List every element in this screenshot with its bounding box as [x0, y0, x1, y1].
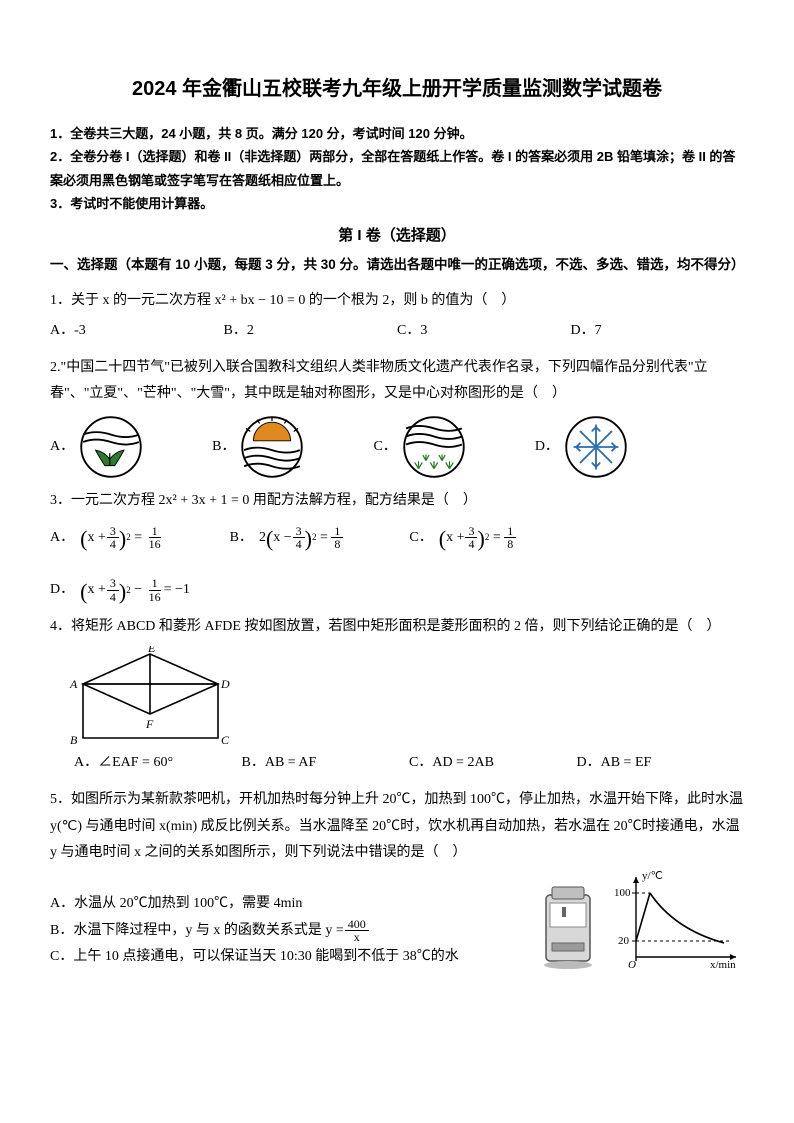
- question-3: 3．一元二次方程 2x² + 3x + 1 = 0 用配方法解方程，配方结果是（…: [50, 488, 744, 604]
- q3-b-label: B．: [230, 525, 253, 552]
- q2-opt-b: B．: [212, 416, 303, 478]
- q3-options: A． (x + 34)2 = 116 B． 2(x − 34)2 = 18 C．…: [50, 525, 744, 604]
- q2-d-label: D．: [535, 434, 559, 461]
- q3-b-inner: x −: [273, 525, 291, 552]
- q5-chart: y/℃ 100 20 O x/min: [614, 871, 744, 971]
- snow-icon: [565, 416, 627, 478]
- q3-c-fd: 4: [465, 538, 477, 551]
- q3-a-rn: 1: [149, 525, 161, 539]
- part1-label: 第 I 卷（选择题）: [50, 222, 744, 251]
- lbl-F: F: [145, 717, 154, 731]
- q3-d-expr: (x + 34)2 − 116 = −1: [80, 577, 190, 604]
- q3-a-fn: 3: [107, 525, 119, 539]
- q3-d-fn: 3: [107, 577, 119, 591]
- q3-a-fd: 4: [107, 538, 119, 551]
- q3-opt-b: B． 2(x − 34)2 = 18: [230, 525, 344, 552]
- q3-c-expr: (x + 34)2 = 18: [439, 525, 516, 552]
- q2-a-label: A．: [50, 434, 74, 461]
- q1-opt-b: B．2: [224, 318, 398, 345]
- q3-opt-d: D． (x + 34)2 − 116 = −1: [50, 577, 190, 604]
- spring-icon: [80, 416, 142, 478]
- q4-opt-d: D．AB = EF: [577, 750, 745, 777]
- q3-d-inner: x +: [87, 577, 105, 604]
- grain-icon: [403, 416, 465, 478]
- q3-c-label: C．: [409, 525, 432, 552]
- q3-d-fd: 4: [107, 591, 119, 604]
- instruction-2: 2．全卷分卷 I（选择题）和卷 II（非选择题）两部分，全部在答题纸上作答。卷 …: [50, 145, 744, 192]
- q2-opt-c: C．: [373, 416, 464, 478]
- q4-figure: E A D F B C: [68, 646, 744, 746]
- lbl-B: B: [70, 733, 78, 746]
- q3-a-inner: x +: [87, 525, 105, 552]
- q2-opt-a: A．: [50, 416, 142, 478]
- q2-opt-d: D．: [535, 416, 627, 478]
- lbl-D: D: [220, 677, 230, 691]
- q3-c-rd: 8: [504, 538, 516, 551]
- lbl-A: A: [69, 677, 78, 691]
- q3-d-rn: 1: [149, 577, 161, 591]
- q3-b-fn: 3: [293, 525, 305, 539]
- question-1: 1．关于 x 的一元二次方程 x² + bx − 10 = 0 的一个根为 2，…: [50, 288, 744, 345]
- q5-body: A．水温从 20℃加热到 100℃，需要 4min B．水温下降过程中，y 与 …: [50, 871, 744, 971]
- q3-opt-a: A． (x + 34)2 = 116: [50, 525, 164, 552]
- q5-b-pre: B．水温下降过程中，y 与 x 的函数关系式是 y =: [50, 918, 344, 945]
- q1-opt-d: D．7: [571, 318, 745, 345]
- y100: 100: [614, 887, 631, 899]
- page: 2024 年金衢山五校联考九年级上册开学质量监测数学试题卷 1．全卷共三大题，2…: [0, 0, 794, 1123]
- instruction-3: 3．考试时不能使用计算器。: [50, 192, 744, 215]
- q3-b-rd: 8: [331, 538, 343, 551]
- choice-heading: 一、选择题（本题有 10 小题，每题 3 分，共 30 分。请选出各题中唯一的正…: [50, 252, 744, 278]
- instruction-1: 1．全卷共三大题，24 小题，共 8 页。满分 120 分，考试时间 120 分…: [50, 122, 744, 145]
- question-4: 4．将矩形 ABCD 和菱形 AFDE 按如图放置，若图中矩形面积是菱形面积的 …: [50, 614, 744, 777]
- q3-b-rn: 1: [331, 525, 343, 539]
- q5-opt-c: C．上午 10 点接通电，可以保证当天 10:30 能喝到不低于 38℃的水: [50, 944, 522, 971]
- q5-b-n: 400: [345, 918, 369, 932]
- question-5: 5．如图所示为某新款茶吧机，开机加热时每分钟上升 20℃，加热到 100℃，停止…: [50, 787, 744, 971]
- q4-options: A．∠EAF = 60° B．AB = AF C．AD = 2AB D．AB =…: [74, 750, 744, 777]
- q2-options: A． B． C．: [50, 416, 744, 478]
- q3-c-fn: 3: [465, 525, 477, 539]
- q5-opt-b: B．水温下降过程中，y 与 x 的函数关系式是 y = 400x: [50, 918, 369, 945]
- q3-text: 3．一元二次方程 2x² + 3x + 1 = 0 用配方法解方程，配方结果是（…: [50, 488, 744, 515]
- q2-text: 2."中国二十四节气"已被列入联合国教科文组织人类非物质文化遗产代表作名录，下列…: [50, 355, 744, 408]
- q1-text: 1．关于 x 的一元二次方程 x² + bx − 10 = 0 的一个根为 2，…: [50, 288, 744, 315]
- q2-c-label: C．: [373, 434, 396, 461]
- origin: O: [628, 959, 636, 971]
- q4-text: 4．将矩形 ABCD 和菱形 AFDE 按如图放置，若图中矩形面积是菱形面积的 …: [50, 614, 744, 641]
- xlabel: x/min: [710, 959, 736, 971]
- q3-c-inner: x +: [446, 525, 464, 552]
- y20: 20: [618, 935, 630, 947]
- q1-options: A．-3 B．2 C．3 D．7: [50, 318, 744, 345]
- q1-opt-c: C．3: [397, 318, 571, 345]
- q5-b-d: x: [351, 931, 363, 944]
- summer-icon: [241, 416, 303, 478]
- q4-opt-c: C．AD = 2AB: [409, 750, 577, 777]
- lbl-C: C: [221, 733, 230, 746]
- q5-opts-col: A．水温从 20℃加热到 100℃，需要 4min B．水温下降过程中，y 与 …: [50, 891, 522, 971]
- lbl-E: E: [147, 646, 156, 655]
- question-2: 2."中国二十四节气"已被列入联合国教科文组织人类非物质文化遗产代表作名录，下列…: [50, 355, 744, 478]
- q3-a-label: A．: [50, 525, 74, 552]
- q3-d-rd: 16: [146, 591, 164, 604]
- q3-d-label: D．: [50, 577, 74, 604]
- q3-b-expr: 2(x − 34)2 = 18: [259, 525, 343, 552]
- q3-c-rn: 1: [504, 525, 516, 539]
- rhombus-rect-icon: E A D F B C: [68, 646, 238, 746]
- q4-opt-a: A．∠EAF = 60°: [74, 750, 242, 777]
- q5-opt-a: A．水温从 20℃加热到 100℃，需要 4min: [50, 891, 522, 918]
- q1-opt-a: A．-3: [50, 318, 224, 345]
- q3-d-tail: = −1: [164, 577, 190, 604]
- q3-d-minus: −: [134, 577, 142, 604]
- q5-text: 5．如图所示为某新款茶吧机，开机加热时每分钟上升 20℃，加热到 100℃，停止…: [50, 787, 744, 867]
- q3-a-rd: 16: [146, 538, 164, 551]
- q2-b-label: B．: [212, 434, 235, 461]
- ylabel: y/℃: [642, 871, 663, 882]
- machine-icon: [536, 881, 600, 971]
- q3-b-fd: 4: [293, 538, 305, 551]
- q4-opt-b: B．AB = AF: [242, 750, 410, 777]
- q3-a-expr: (x + 34)2 = 116: [80, 525, 163, 552]
- q3-b-coef: 2: [259, 525, 266, 552]
- q3-opt-c: C． (x + 34)2 = 18: [409, 525, 516, 552]
- page-title: 2024 年金衢山五校联考九年级上册开学质量监测数学试题卷: [50, 70, 744, 108]
